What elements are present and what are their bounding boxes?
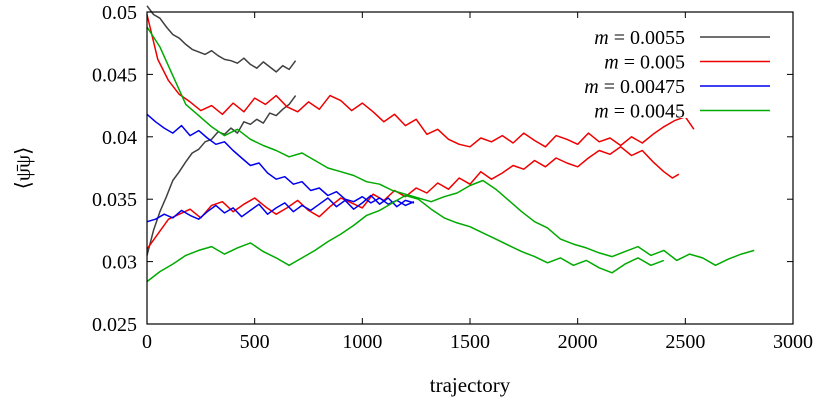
- series-3: [146, 113, 415, 223]
- series-4-line-1: [146, 26, 755, 267]
- legend-background: [530, 16, 788, 118]
- y-axis-label: ⟨ψ̄ψ⟩: [11, 147, 35, 190]
- series-3-line-1: [146, 113, 415, 207]
- y-tick-label: 0.05: [102, 2, 137, 24]
- x-tick-label: 2500: [665, 331, 705, 353]
- axis-ticks: 0 500 1000 1500 2000 2500 3000 0.025 0.03 0.035 0.…: [92, 2, 813, 353]
- series-layer: [146, 5, 755, 283]
- series-2-line-1: [146, 14, 695, 148]
- y-tick-label: 0.025: [92, 314, 137, 336]
- x-tick-label: 500: [240, 331, 270, 353]
- series-2-line-2: [146, 146, 680, 250]
- x-axis-label: trajectory: [430, 373, 511, 397]
- x-tick-label: 1500: [450, 331, 490, 353]
- series-3-line-2: [146, 194, 415, 223]
- series-1-line-1: [146, 5, 297, 73]
- series-2: [146, 14, 695, 250]
- x-tick-label: 3000: [773, 331, 813, 353]
- y-tick-label: 0.035: [92, 189, 137, 211]
- legend-label-4: m = 0.0045: [594, 101, 685, 123]
- y-tick-label: 0.04: [102, 127, 137, 149]
- x-tick-label: 1000: [342, 331, 382, 353]
- x-tick-label: 2000: [558, 331, 598, 353]
- y-tick-label: 0.045: [92, 64, 137, 86]
- y-tick-label: 0.03: [102, 252, 137, 274]
- series-4: [146, 26, 755, 283]
- legend-label-2: m = 0.005: [604, 52, 685, 74]
- x-tick-label: 0: [142, 331, 152, 353]
- legend-label-3: m = 0.00475: [584, 76, 685, 98]
- legend-label-1: m = 0.0055: [594, 27, 685, 49]
- series-4-line-2: [146, 194, 665, 283]
